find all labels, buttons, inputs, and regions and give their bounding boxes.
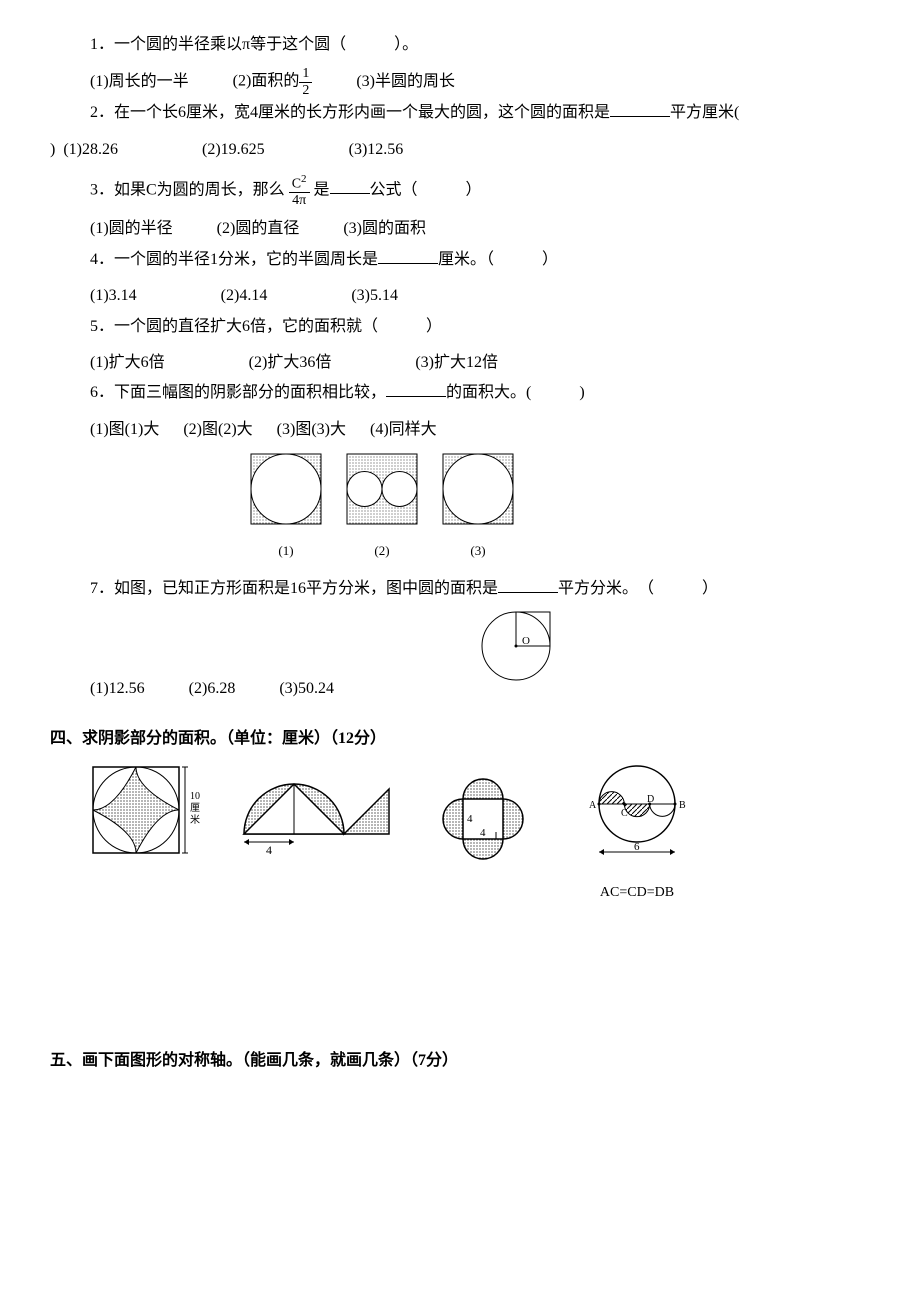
q6-fig-2: (2) [346,453,418,563]
q7-opt-c: (3)50.24 [279,674,334,704]
svg-text:4: 4 [266,843,272,857]
q1-opt-a: (1)周长的一半 [90,67,189,97]
section4-title: 四、求阴影部分的面积。（单位：厘米）（12分） [50,724,870,754]
section4-figures: 10 厘 米 4 4 4 [50,764,870,906]
q6-figures: (1) (2) (3) [50,453,870,566]
q4-opt-b: (2)4.14 [221,281,268,311]
svg-text:A: A [589,800,597,811]
svg-text:6: 6 [634,841,640,853]
svg-text:4: 4 [480,827,486,839]
q6-opt-d: (4)同样大 [370,415,437,445]
q6-fig-3: (3) [442,453,514,563]
s4-fig-1: 10 厘 米 [90,764,205,870]
q2-blank [610,100,670,118]
q1-text: 1．一个圆的半径乘以π等于这个圆（ ）。 [90,36,418,53]
q2-text-a: 2．在一个长6厘米，宽4厘米的长方形内画一个最大的圆，这个圆的面积是 [90,104,610,121]
q6-fig-1: (1) [250,453,322,563]
svg-text:厘: 厘 [190,802,200,814]
q3: 3．如果C为圆的周长，那么 C2 4π 是 公式（ ） [50,173,870,208]
s4-fig-4-caption: AC=CD=DB [572,880,702,907]
s4-fig-3: 4 4 [428,764,538,885]
q2-line2: ) (1)28.26 (2)19.625 (3)12.56 [50,135,870,165]
q5-text: 5．一个圆的直径扩大6倍，它的面积就（ ） [90,318,442,335]
q3-text-c: 公式（ ） [370,181,482,198]
q1: 1．一个圆的半径乘以π等于这个圆（ ）。 [50,30,870,60]
q4-opt-a: (1)3.14 [90,281,137,311]
frac-c2-4pi: C2 4π [289,173,310,208]
q7-blank [498,575,558,593]
q3-text-a: 3．如果C为圆的周长，那么 [90,181,285,198]
s4-fig-2: 4 [239,764,394,870]
q6-opt-a: (1)图(1)大 [90,415,159,445]
q2-text-c: ) [50,141,55,158]
s4-fig-4: A C D B 6 AC=CD=DB [572,764,702,906]
q3-blank [330,177,370,195]
q7-text-a: 7．如图，已知正方形面积是16平方分米，图中圆的面积是 [90,580,498,597]
q6-text-a: 6．下面三幅图的阴影部分的面积相比较， [90,384,386,401]
q5-opt-c: (3)扩大12倍 [415,348,498,378]
q7-figure: O [480,610,552,693]
q4: 4．一个圆的半径1分米，它的半圆周长是 厘米。（ ） [50,245,870,275]
q2-opt-c: (3)12.56 [349,135,404,165]
q2: 2．在一个长6厘米，宽4厘米的长方形内画一个最大的圆，这个圆的面积是 平方厘米( [50,98,870,128]
q4-text-b: 厘米。（ ） [438,251,558,268]
svg-text:B: B [679,800,686,811]
q4-opt-c: (3)5.14 [351,281,398,311]
q5-options: (1)扩大6倍 (2)扩大36倍 (3)扩大12倍 [50,348,870,378]
q6-options: (1)图(1)大 (2)图(2)大 (3)图(3)大 (4)同样大 [50,415,870,445]
q6-opt-b: (2)图(2)大 [183,415,252,445]
q6-opt-c: (3)图(3)大 [277,415,346,445]
q5: 5．一个圆的直径扩大6倍，它的面积就（ ） [50,312,870,342]
q3-opt-a: (1)圆的半径 [90,214,173,244]
q7-options: (1)12.56 (2)6.28 (3)50.24 [50,674,870,704]
section5-title: 五、画下面图形的对称轴。（能画几条，就画几条）（7分） [50,1046,870,1076]
svg-text:4: 4 [467,813,473,825]
svg-text:米: 米 [190,813,200,826]
q3-opt-c: (3)圆的面积 [343,214,426,244]
q4-options: (1)3.14 (2)4.14 (3)5.14 [50,281,870,311]
q5-opt-b: (2)扩大36倍 [249,348,332,378]
svg-text:D: D [647,794,654,805]
q7-opt-b: (2)6.28 [189,674,236,704]
q7: 7．如图，已知正方形面积是16平方分米，图中圆的面积是 平方分米。 （ ） [50,574,870,604]
q2-opt-a: (1)28.26 [63,135,118,165]
q1-opt-c: (3)半圆的周长 [356,67,455,97]
q6-text-b: 的面积大。( ) [446,384,585,401]
q1-opt-b: (2)面积的12 [233,66,313,98]
q3-text-b: 是 [314,181,330,198]
svg-text:C: C [621,808,628,819]
q3-opt-b: (2)圆的直径 [217,214,300,244]
frac-half: 12 [299,66,312,98]
svg-text:10: 10 [190,791,200,802]
q3-options: (1)圆的半径 (2)圆的直径 (3)圆的面积 [50,214,870,244]
q2-text-b: 平方厘米( [670,104,739,121]
q6-blank [386,380,446,398]
q7-opt-a: (1)12.56 [90,674,145,704]
q7-text-b: 平方分米。 （ ） [558,580,718,597]
q6: 6．下面三幅图的阴影部分的面积相比较， 的面积大。( ) [50,378,870,408]
q2-opt-b: (2)19.625 [202,135,265,165]
q1-options: (1)周长的一半 (2)面积的12 (3)半圆的周长 [50,66,870,98]
q5-opt-a: (1)扩大6倍 [90,348,165,378]
q4-blank [378,246,438,264]
svg-text:O: O [522,635,530,647]
q4-text-a: 4．一个圆的半径1分米，它的半圆周长是 [90,251,378,268]
